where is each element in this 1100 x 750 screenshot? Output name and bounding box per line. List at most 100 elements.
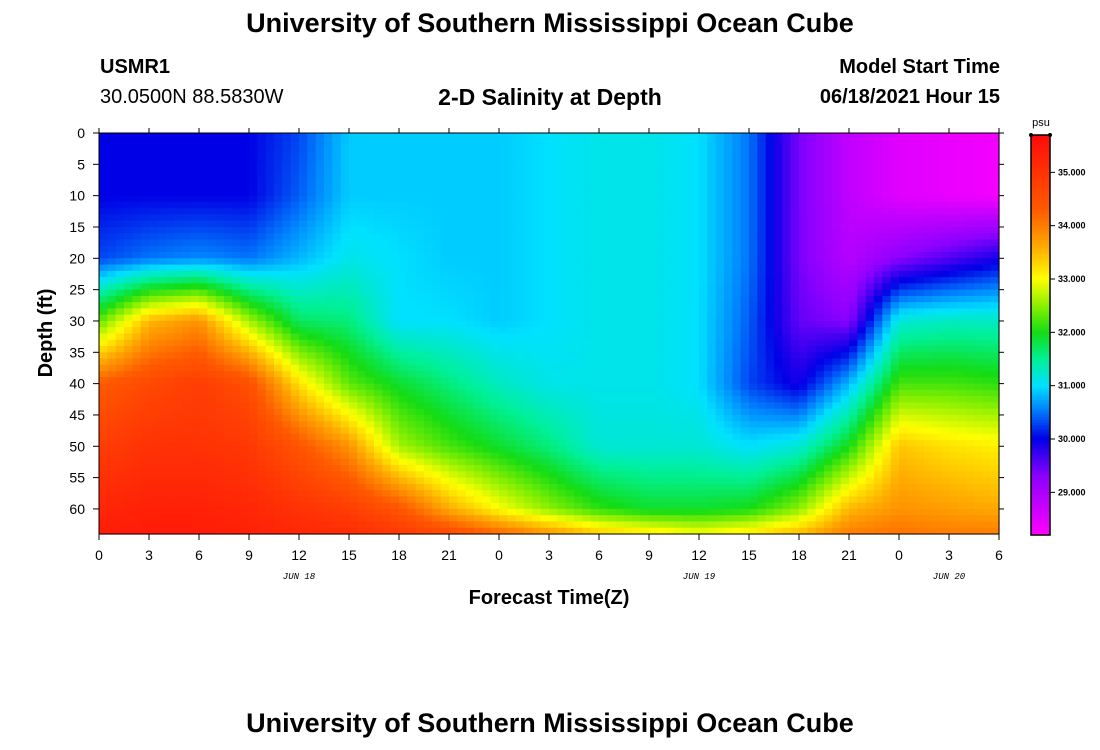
heatmap-cell (682, 226, 692, 234)
heatmap-cell (732, 277, 742, 284)
heatmap-cell (232, 164, 242, 172)
heatmap-cell (157, 245, 167, 253)
heatmap-cell (515, 433, 525, 441)
heatmap-cell (649, 446, 658, 454)
heatmap-cell (740, 371, 750, 378)
heatmap-cell (565, 302, 575, 310)
heatmap-cell (565, 289, 575, 297)
heatmap-cell (332, 402, 342, 410)
heatmap-cell (165, 471, 175, 479)
heatmap-cell (415, 320, 425, 328)
heatmap-cell (574, 189, 583, 197)
heatmap-cell (215, 145, 225, 153)
heatmap-cell (357, 471, 367, 479)
heatmap-cell (415, 433, 425, 441)
heatmap-cell (165, 183, 175, 190)
heatmap-cell (499, 289, 508, 297)
heatmap-cell (540, 214, 550, 222)
heatmap-cell (482, 264, 492, 272)
heatmap-cell (449, 465, 458, 472)
heatmap-cell (165, 346, 175, 353)
heatmap-cell (107, 471, 117, 479)
heatmap-cell (532, 483, 542, 491)
heatmap-cell (340, 471, 350, 479)
heatmap-cell (274, 226, 283, 234)
heatmap-cell (274, 264, 283, 272)
heatmap-cell (457, 158, 467, 165)
heatmap-cell (224, 201, 233, 209)
heatmap-cell (590, 427, 600, 435)
heatmap-cell (265, 164, 275, 172)
heatmap-cell (532, 295, 542, 303)
heatmap-cell (515, 477, 525, 485)
heatmap-cell (707, 502, 717, 510)
heatmap-cell (732, 483, 742, 491)
heatmap-cell (457, 333, 467, 341)
heatmap-cell (399, 170, 408, 178)
heatmap-cell (465, 396, 475, 404)
heatmap-cell (207, 402, 217, 410)
heatmap-cell (507, 245, 517, 253)
heatmap-cell (257, 245, 267, 253)
heatmap-cell (624, 295, 633, 303)
heatmap-cell (274, 402, 283, 410)
heatmap-cell (582, 452, 592, 460)
heatmap-cell (590, 258, 600, 266)
heatmap-cell (557, 433, 567, 441)
heatmap-cell (99, 433, 108, 441)
heatmap-cell (174, 452, 183, 460)
heatmap-cell (332, 164, 342, 172)
heatmap-cell (299, 433, 308, 441)
heatmap-cell (532, 377, 542, 385)
heatmap-cell (640, 327, 650, 335)
heatmap-cell (274, 408, 283, 416)
heatmap-cell (207, 465, 217, 472)
heatmap-cell (440, 220, 450, 228)
heatmap-cell (457, 327, 467, 335)
heatmap-cell (349, 283, 358, 291)
heatmap-cell (482, 427, 492, 435)
heatmap-cell (499, 502, 508, 510)
heatmap-cell (390, 352, 400, 360)
heatmap-cell (457, 515, 467, 523)
heatmap-cell (165, 358, 175, 366)
heatmap-cell (690, 508, 700, 516)
heatmap-cell (574, 289, 583, 297)
heatmap-cell (565, 471, 575, 479)
heatmap-cell (249, 314, 258, 322)
heatmap-cell (665, 433, 675, 441)
heatmap-cell (449, 490, 458, 498)
heatmap-cell (565, 295, 575, 303)
heatmap-cell (415, 440, 425, 447)
heatmap-cell (182, 289, 192, 297)
heatmap-cell (632, 358, 642, 366)
heatmap-cell (624, 371, 633, 378)
heatmap-cell (474, 521, 483, 529)
heatmap-cell (540, 220, 550, 228)
heatmap-cell (465, 490, 475, 498)
heatmap-cell (249, 201, 258, 209)
heatmap-cell (415, 139, 425, 147)
heatmap-cell (315, 189, 325, 197)
heatmap-cell (307, 389, 317, 397)
heatmap-cell (349, 270, 358, 278)
heatmap-cell (507, 320, 517, 328)
heatmap-cell (124, 515, 133, 523)
heatmap-cell (507, 477, 517, 485)
heatmap-cell (590, 170, 600, 178)
heatmap-cell (190, 496, 200, 504)
heatmap-cell (582, 396, 592, 404)
heatmap-cell (674, 139, 683, 147)
heatmap-cell (374, 327, 383, 335)
heatmap-cell (557, 483, 567, 491)
heatmap-cell (440, 170, 450, 178)
heatmap-cell (324, 508, 333, 516)
heatmap-cell (174, 145, 183, 153)
heatmap-cell (724, 239, 733, 247)
heatmap-cell (390, 245, 400, 253)
heatmap-cell (174, 270, 183, 278)
heatmap-cell (740, 233, 750, 241)
heatmap-cell (282, 377, 292, 385)
heatmap-cell (157, 414, 167, 422)
heatmap-cell (249, 308, 258, 316)
